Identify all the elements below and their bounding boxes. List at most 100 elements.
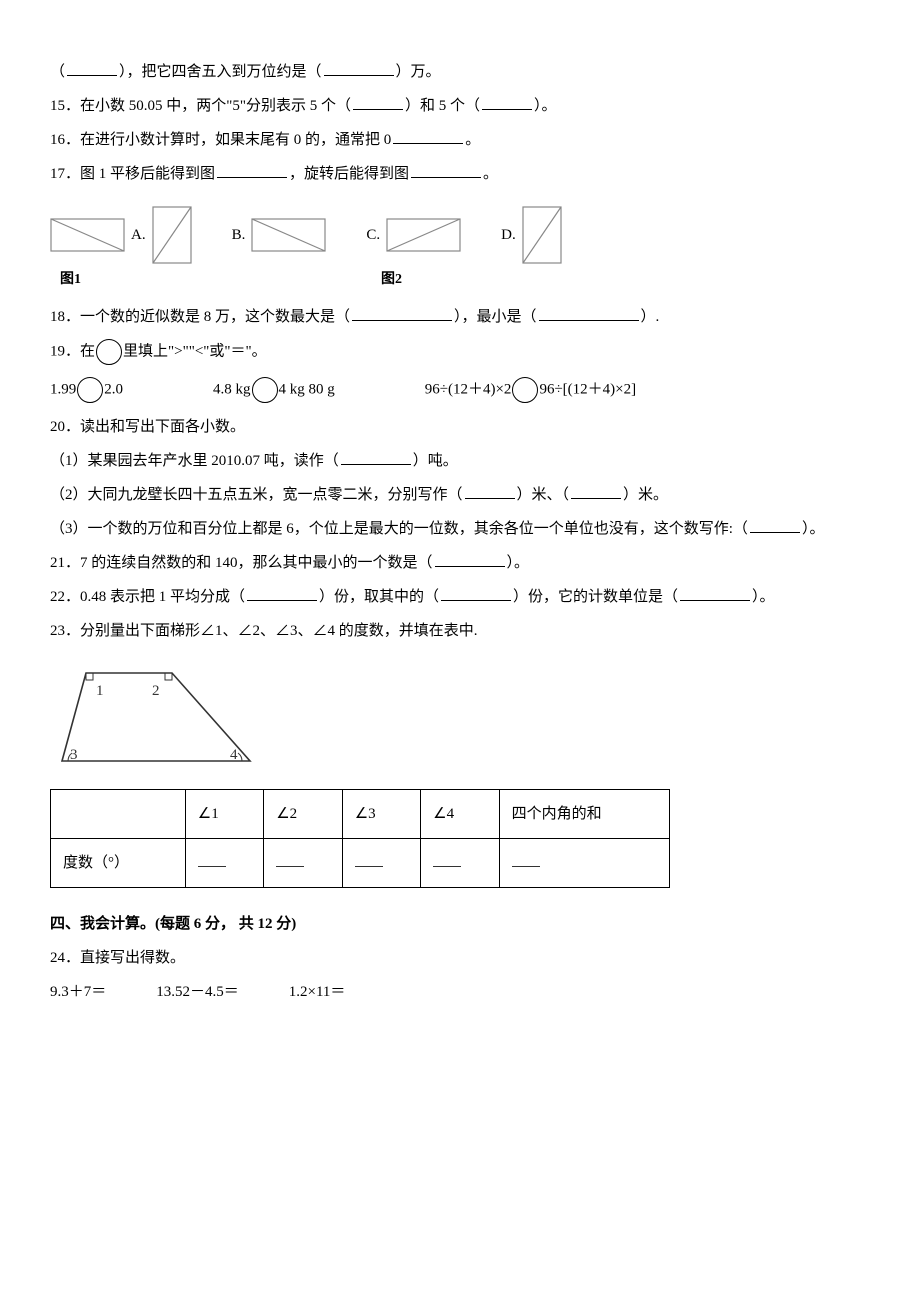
angle-1-label: 1 [96,683,104,699]
calc-item: 9.3＋7＝ [50,980,106,1004]
figure-option-d: D. [501,206,562,264]
text: ）。 [534,98,557,114]
angle-2-label: 2 [152,683,160,699]
lhs: 4.8 kg [213,382,251,398]
figure-1-label: 图1 [60,269,81,291]
figure-2-label: 图2 [381,269,402,291]
text: ）和 5 个（ [405,98,480,114]
question-18: 18．一个数的近似数是 8 万，这个数最大是（ ），最小是（ ）. [50,305,870,329]
question-21: 21．7 的连续自然数的和 140，那么其中最小的一个数是（ ）。 [50,551,870,575]
blank[interactable] [324,60,394,76]
blank[interactable] [441,585,511,601]
circle-blank-icon[interactable] [77,377,103,403]
text: ）份，它的计数单位是（ [513,589,678,605]
header-a4: ∠4 [421,790,499,839]
lhs: 1.99 [50,382,76,398]
text: ，旋转后能得到图 [289,166,409,182]
figure-1: A. [50,206,192,264]
text: ）. [641,309,660,325]
text: （1）某果园去年产水里 2010.07 吨，读作（ [50,453,339,469]
text: （2）大同九龙壁长四十五点五米，宽一点零二米，分别写作（ [50,487,463,503]
rect-tall-icon [522,206,562,264]
figure-labels-row: 图1 图2 [60,269,870,291]
lhs: 96÷(12＋4)×2 [425,382,512,398]
blank[interactable] [680,585,750,601]
text: 16．在进行小数计算时，如果末尾有 0 的，通常把 0 [50,132,391,148]
angle-3-label: 3 [70,747,78,763]
text: 15．在小数 50.05 中，两个"5"分别表示 5 个（ [50,98,351,114]
circle-blank-icon[interactable] [252,377,278,403]
blank[interactable] [247,585,317,601]
text: 里填上">""<"或"＝"。 [123,344,267,360]
question-20-1: （1）某果园去年产水里 2010.07 吨，读作（）吨。 [50,449,870,473]
blank[interactable] [539,305,639,321]
rect-tall-icon [152,206,192,264]
cell-a3[interactable] [342,839,420,888]
cell-a1[interactable] [185,839,263,888]
circle-blank-icon[interactable] [96,339,122,365]
blank[interactable] [435,551,505,567]
calc-item: 13.52－4.5＝ [156,980,239,1004]
text: ）。 [507,555,530,571]
question-24: 24．直接写出得数。 [50,946,870,970]
text: ）。 [752,589,775,605]
circle-blank-icon[interactable] [512,377,538,403]
rect-diag-icon [50,218,125,252]
rhs: 96÷[(12＋4)×2] [539,382,636,398]
option-label: A. [131,223,146,247]
blank[interactable] [352,305,452,321]
cell-a2[interactable] [264,839,342,888]
cell-a4[interactable] [421,839,499,888]
rhs: 4 kg 80 g [279,382,335,398]
angle-table: ∠1 ∠2 ∠3 ∠4 四个内角的和 度数（°） [50,789,670,888]
figure-option-b: B. [232,218,327,252]
question-17: 17．图 1 平移后能得到图 ，旋转后能得到图 。 [50,162,870,186]
text: 19．在 [50,344,95,360]
blank[interactable] [411,162,481,178]
question-23: 23．分别量出下面梯形∠1、∠2、∠3、∠4 的度数，并填在表中. [50,619,870,643]
text: ）。 [802,521,825,537]
question-19-comparisons: 1.99 2.0 4.8 kg 4 kg 80 g 96÷(12＋4)×2 96÷[(… [50,377,870,403]
question-19-intro: 19．在 里填上">""<"或"＝"。 [50,339,870,365]
text: 。 [465,132,480,148]
figure-option-c: C. [366,218,461,252]
rect-diag-icon [386,218,461,252]
blank[interactable] [353,94,403,110]
question-15: 15．在小数 50.05 中，两个"5"分别表示 5 个（ ）和 5 个（ ）。 [50,94,870,118]
compare-1: 1.99 2.0 [50,377,123,403]
option-label: D. [501,223,516,247]
angle-4-label: 4 [230,747,238,763]
text: 21．7 的连续自然数的和 140，那么其中最小的一个数是（ [50,555,433,571]
calc-row: 9.3＋7＝ 13.52－4.5＝ 1.2×11＝ [50,980,870,1004]
question-20-3: （3）一个数的万位和百分位上都是 6，个位上是最大的一位数，其余各位一个单位也没… [50,517,870,541]
blank[interactable] [465,483,515,499]
question-20-title: 20．读出和写出下面各小数。 [50,415,870,439]
blank[interactable] [217,162,287,178]
header-sum: 四个内角的和 [499,790,669,839]
trapezoid-figure: 1 2 3 4 [50,661,870,771]
compare-3: 96÷(12＋4)×2 96÷[(12＋4)×2] [425,377,636,403]
blank[interactable] [482,94,532,110]
blank[interactable] [393,128,463,144]
text: 。 [483,166,498,182]
rect-diag-icon [251,218,326,252]
blank[interactable] [341,449,411,465]
text: （3）一个数的万位和百分位上都是 6，个位上是最大的一位数，其余各位一个单位也没… [50,521,748,537]
blank[interactable] [750,517,800,533]
text: ），最小是（ [454,309,537,325]
question-prev-fragment: （），把它四舍五入到万位约是（）万。 [50,60,870,84]
header-a2: ∠2 [264,790,342,839]
blank[interactable] [571,483,621,499]
section-4-title: 四、我会计算。(每题 6 分， 共 12 分) [50,912,870,936]
text: ）万。 [396,64,441,80]
question-22: 22．0.48 表示把 1 平均分成（）份，取其中的（）份，它的计数单位是（）。 [50,585,870,609]
text: ）米。 [623,487,668,503]
calc-item: 1.2×11＝ [289,980,346,1004]
rhs: 2.0 [104,382,123,398]
text: 17．图 1 平移后能得到图 [50,166,215,182]
text: ）米、（ [517,487,570,503]
cell-sum[interactable] [499,839,669,888]
option-label: C. [366,223,380,247]
text: 18．一个数的近似数是 8 万，这个数最大是（ [50,309,350,325]
blank[interactable] [67,60,117,76]
